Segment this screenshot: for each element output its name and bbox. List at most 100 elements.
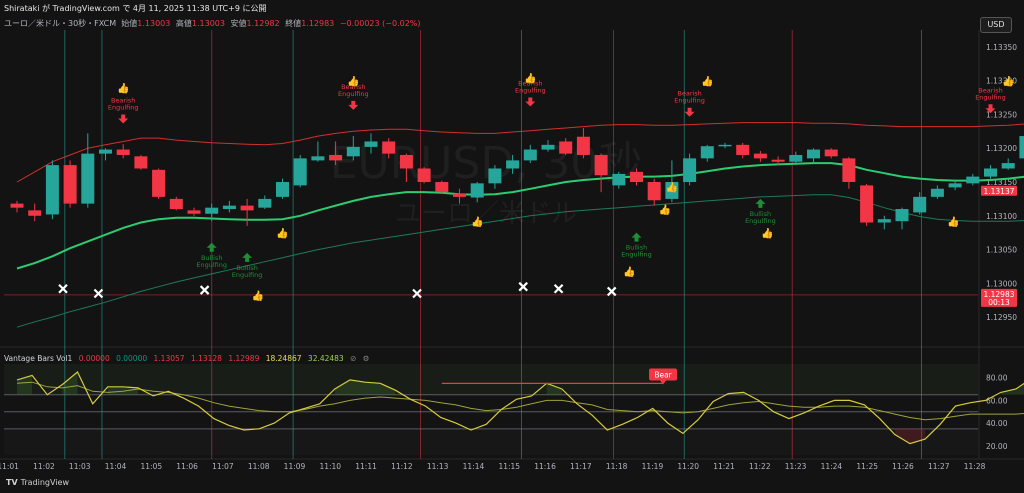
bull-candle (913, 196, 927, 213)
time-tick-label: 11:20 (677, 462, 699, 471)
oscillator-tick-label: 20.00 (986, 442, 1008, 451)
bull-candle (81, 153, 95, 204)
bull-candle (99, 149, 112, 154)
thumbs-up-icon: 👍 (276, 227, 288, 240)
bear-candle (63, 165, 77, 204)
time-tick-label: 11:26 (892, 462, 914, 471)
oversold-fill (894, 428, 926, 444)
time-tick-label: 11:06 (176, 462, 198, 471)
thumbs-up-icon: 👍 (117, 81, 129, 94)
bull-candle (258, 198, 272, 208)
upper-band-line (16, 122, 1024, 183)
time-tick-label: 11:11 (355, 462, 377, 471)
change-value: −0.00023 (−0.02%) (339, 19, 421, 28)
pattern-label-line2: Engulfing (621, 251, 652, 259)
indicator-name[interactable]: Vantage Bars Vol1 (4, 354, 73, 363)
bull-candle (789, 154, 803, 162)
thumbs-up-icon: 👍 (623, 265, 635, 278)
pattern-label-line1: Bearish (978, 86, 1002, 94)
price-axis-label-bg (981, 185, 1017, 196)
bear-candle (860, 185, 874, 223)
bear-arrow-icon (985, 104, 996, 114)
bull-candle (1001, 163, 1015, 169)
thumbs-up-icon: 👍 (659, 203, 671, 216)
bear-candle (453, 193, 466, 197)
bear-arrow-icon (118, 114, 129, 124)
price-tick-label: 1.13200 (986, 144, 1017, 153)
currency-button[interactable]: USD (980, 17, 1012, 33)
bear-candle (134, 156, 148, 169)
price-axis-label-bg (981, 288, 1017, 307)
pattern-label-line1: Bullish (236, 264, 258, 272)
thumbs-up-icon: 👍 (251, 289, 263, 302)
bear-candle (435, 182, 449, 193)
cross-mark-icon (553, 283, 564, 294)
bear-candle (399, 154, 413, 169)
brand-footer: TV TradingView (6, 478, 69, 487)
ohlc-high-value: 1.13003 (191, 19, 225, 28)
pattern-label-line2: Engulfing (674, 97, 705, 105)
brand-name: TradingView (20, 478, 69, 487)
pattern-label-line1: Bearish (677, 90, 701, 98)
pattern-label-line2: Engulfing (745, 217, 776, 225)
visibility-icon[interactable]: ⊘ (350, 354, 357, 363)
indicator-value-6: 18.24867 (265, 354, 302, 363)
time-tick-label: 11:22 (749, 462, 771, 471)
bull-candle (541, 144, 555, 150)
bear-candle (753, 153, 767, 159)
bull-candle (488, 168, 502, 184)
ohlc-high-label: 高値 (175, 19, 192, 28)
bear-candle (116, 149, 130, 155)
bull-candle (364, 141, 378, 147)
time-tick-label: 11:14 (463, 462, 485, 471)
ohlc-low-label: 安値 (230, 19, 247, 28)
bear-label-bg (649, 368, 678, 381)
bear-candle (647, 182, 661, 201)
bull-candle (1019, 136, 1024, 159)
price-tick-label: 1.13350 (986, 43, 1017, 52)
bear-candle (240, 205, 254, 211)
indicator-legend: Vantage Bars Vol1 0.00000 0.00000 1.1305… (4, 354, 374, 363)
pattern-label-line1: Bullish (201, 254, 223, 262)
bull-arrow-icon (206, 242, 217, 252)
thumbs-up-icon: 👍 (347, 75, 359, 88)
time-tick-label: 11:07 (212, 462, 234, 471)
time-tick-label: 11:27 (928, 462, 950, 471)
price-legend: ユーロ／米ドル・30秒・FXCM 始値1.13003 高値1.13003 安値1… (4, 18, 424, 29)
symbol-name[interactable]: ユーロ／米ドル・30秒・FXCM (4, 19, 117, 28)
time-tick-label: 11:05 (141, 462, 163, 471)
bear-candle (594, 154, 608, 176)
oscillator-tick-label: 80.00 (986, 374, 1008, 383)
countdown-label: 00:13 (988, 298, 1010, 307)
bear-label-pointer (660, 380, 667, 385)
price-tick-label: 1.12950 (986, 313, 1017, 322)
overbought-fill (546, 383, 562, 395)
watermark-symbol: EURUSD, 30秒 (330, 138, 643, 189)
overbought-zone (4, 364, 978, 395)
thumbs-up-icon: 👍 (701, 75, 713, 88)
bear-candle (559, 141, 573, 154)
bear-arrow-icon (684, 107, 695, 117)
thumbs-up-icon: 👍 (524, 71, 536, 84)
pattern-label-line1: Bearish (341, 83, 365, 91)
cross-mark-icon (199, 285, 210, 295)
pattern-label-line1: Bearish (111, 96, 135, 104)
price-axis-label: 1.12983 (983, 290, 1014, 299)
oscillator-slow-line (16, 381, 1024, 421)
time-tick-label: 11:18 (606, 462, 628, 471)
thumbs-up-icon: 👍 (666, 181, 678, 194)
time-tick-label: 11:02 (33, 462, 55, 471)
time-tick-label: 11:24 (821, 462, 843, 471)
ohlc-open-value: 1.13003 (137, 19, 171, 28)
overbought-fill (1000, 383, 1024, 395)
bull-candle (665, 182, 679, 199)
settings-icon[interactable]: ⚙ (362, 354, 370, 363)
publisher-line: Shirataki が TradingView.com で 4月 11, 202… (4, 4, 267, 13)
bear-candle (576, 136, 590, 155)
bear-arrow-icon (525, 97, 536, 107)
bull-candle (205, 207, 219, 214)
oscillator-tick-label: 60.00 (986, 396, 1008, 405)
overbought-fill (17, 375, 33, 395)
price-tick-label: 1.13100 (986, 212, 1017, 221)
